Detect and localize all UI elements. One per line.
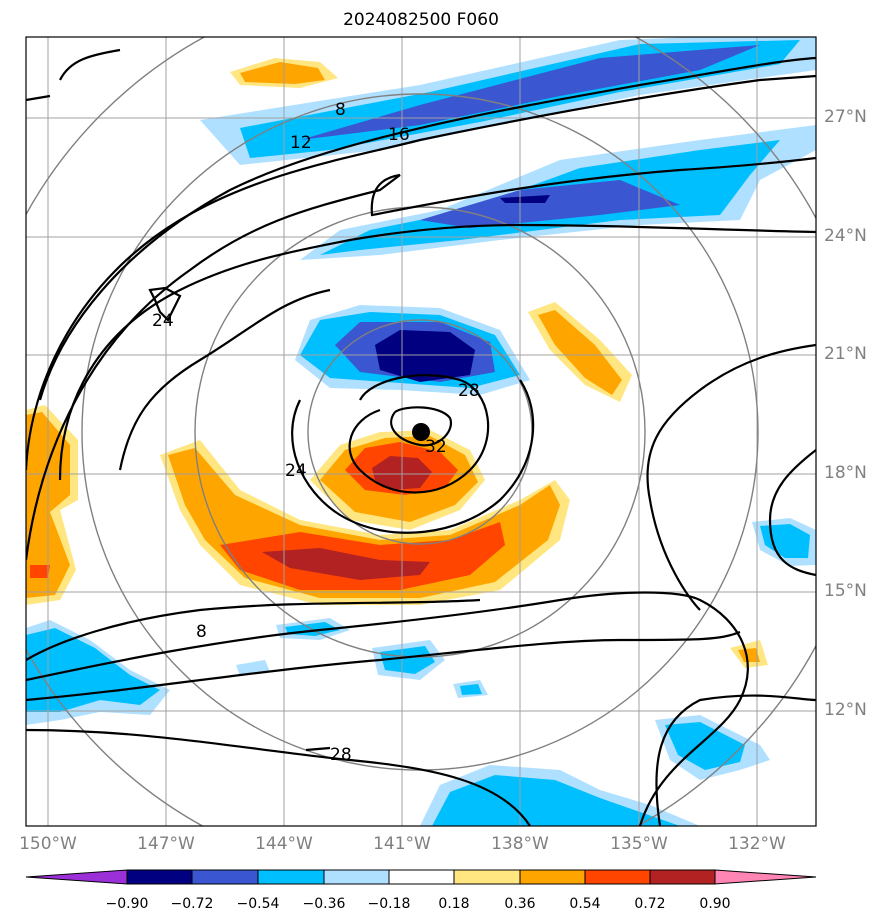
negative-south-2-core — [380, 646, 435, 674]
negative-south-4-core — [460, 684, 482, 695]
contour-lines — [26, 48, 816, 826]
colorbar-tick-label: −0.54 — [236, 896, 280, 912]
contour-label: 8 — [196, 622, 207, 642]
colorbar-segment — [388, 869, 455, 885]
lat-label: 15°N — [824, 581, 867, 601]
contour-label: 32 — [425, 437, 447, 457]
negative-sw-core — [26, 628, 160, 712]
negative-east-core — [760, 524, 810, 558]
negative-bottom-core — [432, 775, 680, 826]
contour-label: 24 — [285, 461, 307, 481]
contour-label: 8 — [335, 100, 346, 120]
colorbar-tick-label: 0.18 — [438, 896, 470, 912]
colorbar-tick-label: 0.54 — [569, 896, 601, 912]
positive-arc-darkred — [262, 548, 430, 580]
colorbar-tick-label: −0.72 — [170, 896, 214, 912]
positive-north-blob-core — [240, 62, 325, 84]
map-frame — [25, 36, 817, 827]
storm-center-marker — [412, 423, 430, 441]
lon-label: 135°W — [610, 834, 668, 854]
positive-arc-red — [220, 522, 505, 590]
colorbar-tick-label: −0.18 — [367, 896, 411, 912]
colorbar-segment — [191, 869, 259, 885]
contour-label: 12 — [290, 133, 312, 153]
contour-label: 16 — [388, 125, 410, 145]
contour-label: 28 — [458, 381, 480, 401]
lon-label: 138°W — [491, 834, 549, 854]
colorbar-segment — [649, 869, 716, 885]
positive-se-small-core — [738, 648, 760, 662]
positive-strip-east-core — [538, 310, 622, 395]
lat-label: 21°N — [824, 344, 867, 364]
shaded-fields — [26, 37, 816, 826]
lon-label: 147°W — [137, 834, 195, 854]
colorbar-tick-label: −0.90 — [105, 896, 149, 912]
lat-label: 27°N — [824, 107, 867, 127]
colorbar-extend-low — [25, 869, 128, 885]
lat-label: 12°N — [824, 700, 867, 720]
colorbar-tick-label: 0.36 — [504, 896, 536, 912]
colorbar-segment — [519, 869, 586, 885]
lat-label: 18°N — [824, 463, 867, 483]
colorbar-extend-high — [714, 869, 817, 885]
contour-label-group: 8 12 16 24 28 32 24 8 28 — [152, 100, 480, 765]
colorbar-tick-label: 0.90 — [699, 896, 731, 912]
colorbar-segment — [126, 869, 193, 885]
colorbar-segment — [453, 869, 521, 885]
lat-label: 24°N — [824, 226, 867, 246]
figure-title: 2024082500 F060 — [343, 10, 499, 30]
lon-label: 141°W — [373, 834, 431, 854]
lon-label: 144°W — [255, 834, 313, 854]
positive-west-edge-red — [30, 565, 50, 578]
contour-label: 28 — [330, 745, 352, 765]
colorbar-segment — [584, 869, 651, 885]
colorbar-tick-label: −0.36 — [302, 896, 346, 912]
negative-blob-center-deep — [375, 330, 475, 382]
lon-label: 132°W — [728, 834, 786, 854]
lon-label: 150°W — [19, 834, 77, 854]
colorbar-tick-label: 0.72 — [634, 896, 666, 912]
negative-band-mid-deep — [500, 195, 550, 203]
contour-label: 24 — [152, 311, 174, 331]
negative-band-north-inner — [300, 45, 760, 140]
colorbar-segment — [257, 869, 325, 885]
colorbar-segment — [323, 869, 390, 885]
colorbar — [25, 869, 817, 885]
